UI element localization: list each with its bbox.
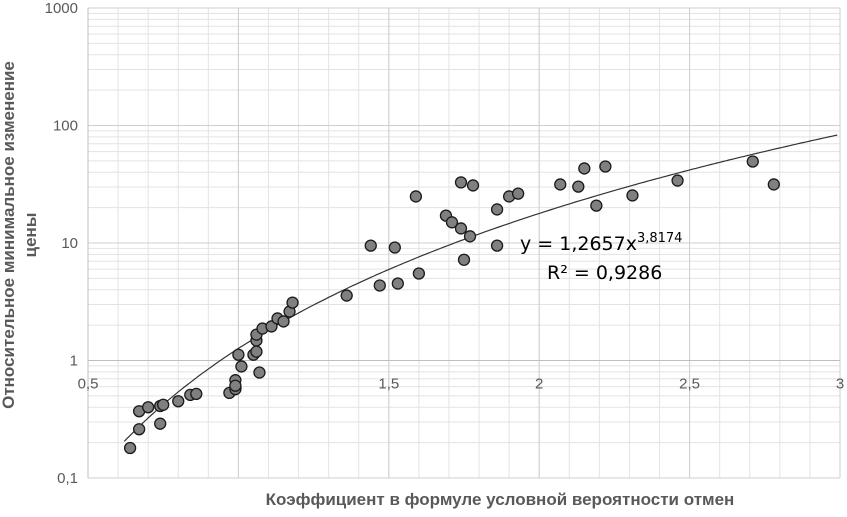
- data-point: [232, 348, 245, 361]
- y-tick-label: 100: [53, 118, 78, 135]
- x-tick-label: 3: [836, 376, 844, 393]
- exponent: 3,8174: [637, 231, 683, 246]
- trend-equation: y = 1,2657x3,8174: [520, 231, 682, 255]
- data-point: [277, 315, 290, 328]
- data-point: [253, 366, 266, 379]
- data-point: [767, 178, 780, 191]
- y-tick-label: 1000: [45, 0, 78, 17]
- data-point: [457, 253, 471, 266]
- data-point: [229, 379, 242, 392]
- y-axis-title: цены: [21, 213, 40, 258]
- data-point: [746, 155, 759, 168]
- data-point: [490, 239, 504, 252]
- data-point: [190, 387, 203, 401]
- data-point: [554, 178, 567, 191]
- data-point: [132, 423, 146, 436]
- data-point: [466, 179, 480, 192]
- data-point: [671, 174, 684, 187]
- data-point: [157, 398, 170, 411]
- y-tick-label: 0,1: [57, 470, 78, 487]
- data-point: [265, 320, 278, 333]
- data-point: [409, 190, 423, 203]
- data-point: [454, 222, 468, 235]
- data-point: [445, 216, 459, 229]
- data-point: [235, 360, 248, 373]
- data-point: [388, 241, 401, 254]
- equation: y = 1,2657x: [520, 233, 637, 255]
- data-point: [599, 160, 612, 173]
- x-axis-title: Коэффициент в формуле условной вероятнос…: [266, 490, 735, 509]
- data-point: [373, 279, 386, 292]
- x-tick-label: 2: [535, 376, 543, 393]
- data-point: [511, 187, 525, 200]
- r-squared: R² = 0,9286: [547, 262, 662, 284]
- x-tick-label: 1,5: [378, 376, 399, 393]
- data-point: [578, 162, 591, 175]
- data-point: [412, 267, 426, 280]
- data-point: [364, 239, 377, 252]
- data-point: [340, 289, 353, 302]
- data-point: [572, 180, 585, 193]
- data-point: [142, 401, 155, 414]
- data-point: [286, 296, 299, 309]
- y-axis-title: Относительное минимальное изменение: [0, 61, 18, 409]
- data-point: [590, 199, 603, 212]
- data-point: [172, 395, 185, 408]
- data-point: [463, 230, 477, 243]
- y-tick-label: 1: [70, 353, 78, 370]
- trendline: [123, 134, 838, 442]
- data-point: [391, 277, 404, 290]
- grid: [87, 7, 841, 479]
- data-point: [626, 189, 639, 202]
- y-tick-label: 10: [61, 235, 78, 252]
- data-point: [454, 176, 468, 189]
- x-tick-label: 2,5: [679, 376, 700, 393]
- data-point: [250, 345, 263, 358]
- data-point: [123, 441, 137, 455]
- x-tick-label: 0,5: [78, 376, 99, 393]
- data-point: [154, 417, 167, 430]
- data-point: [490, 203, 504, 216]
